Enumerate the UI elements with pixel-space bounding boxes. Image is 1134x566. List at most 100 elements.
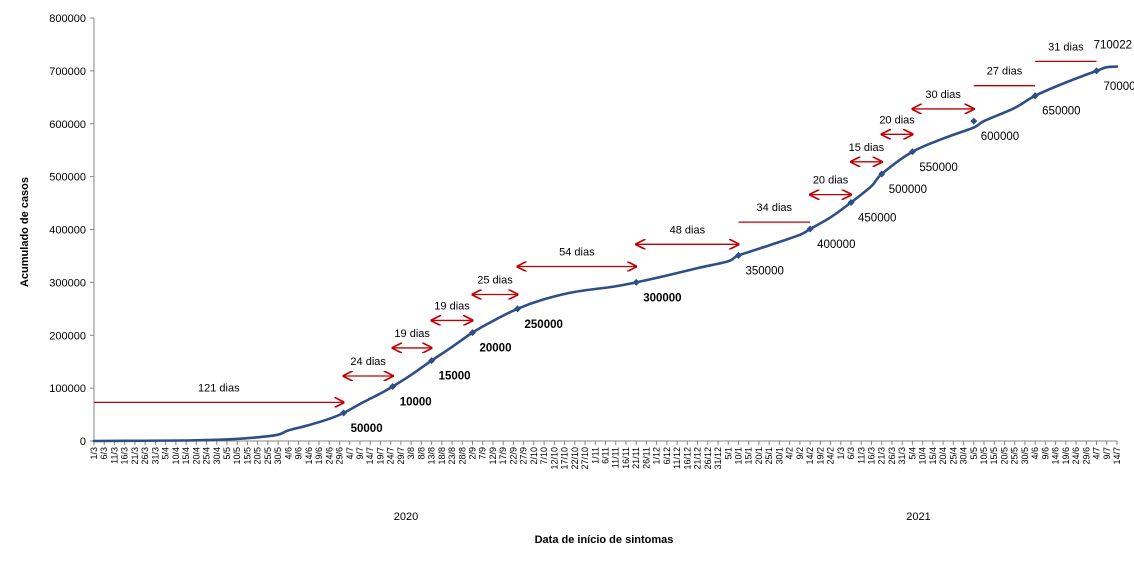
milestone-points: 50000 10000 15000 20000 250000 300000 350000 40… — [340, 40, 1134, 435]
y-tick-label: 600000 — [49, 119, 86, 131]
final-value-label: 710022 — [1094, 40, 1132, 52]
x-tick-label: 27/10 — [580, 447, 590, 470]
x-tick-label: 29/6 — [335, 447, 345, 465]
x-tick-label: 13/8 — [427, 447, 437, 465]
cumulative-cases-line — [92, 65, 1119, 443]
milestone-label: 600000 — [981, 131, 1019, 143]
milestone-label: 650000 — [1042, 106, 1080, 118]
year-label: 2020 — [394, 511, 418, 523]
x-tick-label: 23/8 — [447, 447, 457, 465]
y-tick-label: 700000 — [49, 66, 86, 78]
x-tick-label: 12/10 — [549, 447, 559, 470]
x-tick-label: 11/3 — [109, 447, 119, 464]
x-tick-label: 18/8 — [437, 447, 447, 465]
x-tick-label: 10/4 — [918, 447, 928, 465]
y-tick-label: 200000 — [49, 330, 86, 342]
x-tick-label: 25/4 — [202, 447, 212, 465]
x-tick-label: 15/4 — [928, 447, 938, 465]
x-tick-label: 5/1 — [723, 447, 733, 460]
interval-arrow-label: 121 dias — [198, 382, 240, 394]
x-tick-label: 24/7 — [386, 447, 396, 465]
y-tick-labels: 0 100000 200000 300000 400000 500000 600000 700… — [49, 13, 86, 448]
interval-arrow-label: 54 dias — [559, 247, 595, 259]
milestone-label: 300000 — [643, 292, 681, 304]
interval-arrow-label: 15 dias — [849, 142, 885, 154]
interval-arrow-label: 31 dias — [1048, 41, 1084, 53]
x-axis-title: Data de início de sintomas — [535, 534, 674, 546]
x-tick-label: 29/7 — [396, 447, 406, 465]
milestone-label: 550000 — [919, 162, 957, 174]
milestone-label: 15000 — [439, 371, 471, 383]
x-tick-label: 1/3 — [89, 447, 99, 460]
milestone-label: 70000 — [1104, 81, 1134, 93]
x-tick-label: 30/5 — [273, 447, 283, 465]
x-tick-label: 5/4 — [907, 447, 917, 460]
x-tick-label: 6/3 — [99, 447, 109, 460]
milestone-point — [908, 148, 916, 156]
x-tick-labels: 1/3 6/3 11/3 16/3 21/3 26/3 31/3 5/4 10/4 15/4 20/… — [89, 447, 1122, 470]
year-label: 2021 — [906, 511, 930, 523]
x-tick-label: 3/8 — [406, 447, 416, 460]
x-tick-label: 20/4 — [938, 447, 948, 465]
x-tick-label: 14/6 — [304, 447, 314, 465]
y-tick-label: 0 — [80, 436, 86, 448]
x-tick-label: 8/8 — [416, 447, 426, 460]
x-tick-label: 25/4 — [948, 447, 958, 465]
x-tick-label: 24/2 — [826, 447, 836, 465]
x-tick-label: 4/6 — [283, 447, 293, 460]
x-tick-label: 26/3 — [887, 447, 897, 465]
year-labels: 2020 2021 — [394, 511, 931, 523]
x-tick-label: 11/3 — [856, 447, 866, 464]
x-tick-label: 14/2 — [805, 447, 815, 465]
milestone-label: 500000 — [889, 184, 927, 196]
x-tick-label: 22/10 — [570, 447, 580, 470]
y-tick-label: 500000 — [49, 172, 86, 184]
y-axis-title: Acumulado de casos — [19, 177, 31, 287]
x-tick-label: 10/4 — [171, 447, 181, 465]
milestone-point — [389, 383, 397, 391]
x-tick-label: 22/9 — [508, 447, 518, 465]
axes — [90, 17, 1118, 445]
x-tick-label: 1/12 — [652, 447, 662, 465]
milestone-point — [734, 251, 742, 259]
y-tick-label: 300000 — [49, 277, 86, 289]
x-tick-label: 31/3 — [150, 447, 160, 465]
x-tick-label: 25/1 — [764, 447, 774, 465]
x-tick-label: 9/6 — [1040, 447, 1050, 460]
x-tick-label: 14/7 — [365, 447, 375, 465]
x-tick-label: 26/3 — [140, 447, 150, 465]
milestone-label: 50000 — [351, 423, 383, 435]
milestone-point — [469, 329, 477, 337]
x-tick-label: 19/2 — [815, 447, 825, 465]
interval-arrow-label: 25 dias — [477, 275, 513, 287]
milestone-label: 10000 — [400, 397, 432, 409]
y-tick-label: 800000 — [49, 13, 86, 25]
x-tick-label: 30/1 — [774, 447, 784, 465]
x-tick-label: 2/10 — [529, 447, 539, 465]
x-tick-label: 10/5 — [979, 447, 989, 465]
x-tick-label: 19/7 — [375, 447, 385, 465]
x-tick-label: 16/3 — [866, 447, 876, 465]
x-tick-label: 9/6 — [294, 447, 304, 460]
x-tick-label: 5/5 — [969, 447, 979, 460]
x-tick-label: 6/11 — [601, 447, 611, 464]
interval-arrow-label: 24 dias — [350, 356, 386, 368]
milestone-point — [970, 117, 978, 125]
y-tick-label: 100000 — [49, 383, 86, 395]
milestone-point — [632, 278, 640, 286]
x-tick-label: 28/8 — [457, 447, 467, 465]
x-tick-label: 26/12 — [703, 447, 713, 470]
x-tick-label: 29/6 — [1081, 447, 1091, 465]
x-tick-label: 11/11 — [611, 447, 621, 468]
milestone-point — [1031, 92, 1039, 100]
x-tick-label: 20/4 — [191, 447, 201, 465]
x-tick-label: 6/3 — [846, 447, 856, 460]
x-tick-label: 30/4 — [212, 447, 222, 465]
x-tick-label: 16/11 — [621, 447, 631, 469]
x-tick-label: 4/6 — [1030, 447, 1040, 460]
milestone-label: 20000 — [480, 343, 512, 355]
milestone-point — [1093, 67, 1101, 75]
x-tick-label: 16/3 — [120, 447, 130, 465]
